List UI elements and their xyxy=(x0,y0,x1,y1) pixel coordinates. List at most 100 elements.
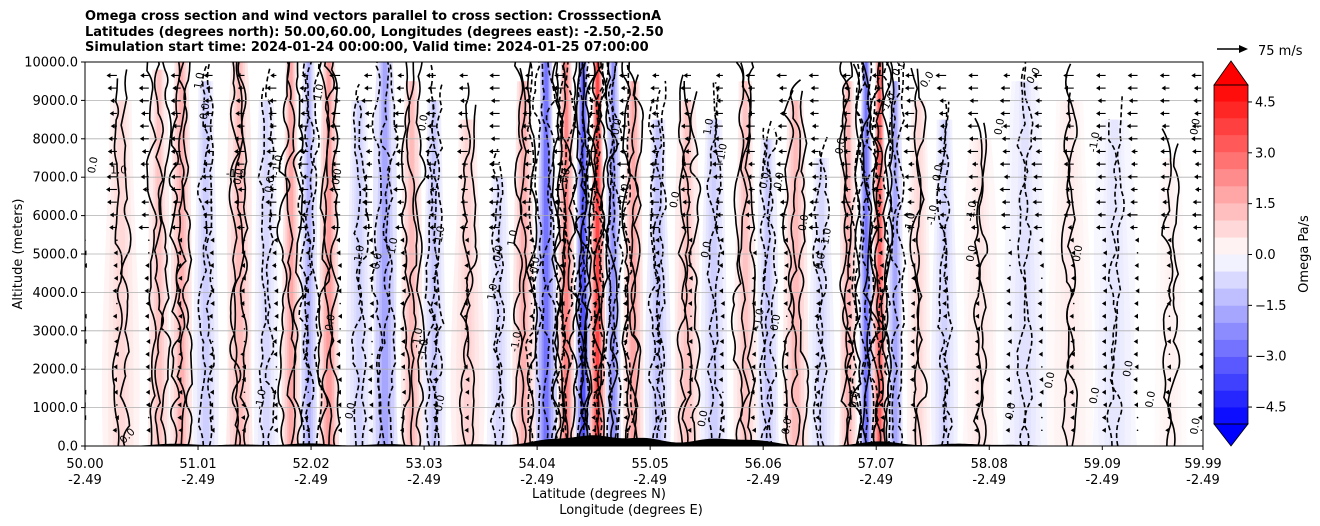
contour-line xyxy=(554,62,567,446)
wind-vector-head xyxy=(554,212,559,218)
wind-vector-head xyxy=(555,123,560,129)
wind-vector-head xyxy=(456,148,461,154)
contour-line xyxy=(518,68,528,446)
wind-vector-head xyxy=(210,237,215,243)
wind-vector-head xyxy=(878,237,883,243)
contour-label: 1.0 xyxy=(312,83,327,102)
terrain-profile xyxy=(85,435,1203,446)
wind-vector-head xyxy=(107,85,112,91)
wind-vector-head xyxy=(144,288,149,294)
wind-vector-head xyxy=(649,212,654,218)
wind-vector-head xyxy=(651,110,656,116)
wind-vector-head xyxy=(146,427,151,433)
wind-vector-head xyxy=(369,402,374,408)
wind-vector-head xyxy=(1166,263,1171,269)
wind-vector-head xyxy=(842,72,847,78)
wind-vector-head xyxy=(1166,339,1171,345)
wind-vector-head xyxy=(273,301,278,307)
contour-line xyxy=(175,62,187,446)
wind-vector-head xyxy=(393,123,398,129)
wind-vector-head xyxy=(713,123,718,129)
contour-label: 0.0 xyxy=(696,409,711,428)
wind-vector-head xyxy=(876,98,881,104)
wind-vector-head xyxy=(433,364,438,370)
wind-vector-head xyxy=(1037,402,1042,408)
omega-band xyxy=(431,100,437,446)
wind-vector-head xyxy=(177,288,182,294)
wind-vector-head xyxy=(362,199,367,205)
title-line-3: Simulation start time: 2024-01-24 00:00:… xyxy=(85,40,649,55)
contour-line xyxy=(351,93,363,446)
wind-vector-head xyxy=(1031,161,1036,167)
wind-vector-head xyxy=(1192,148,1197,154)
wind-vector-head xyxy=(1194,110,1199,116)
wind-vector-head xyxy=(584,199,589,205)
wind-vector-head xyxy=(465,250,470,256)
wind-vector-head xyxy=(879,313,884,319)
wind-vector-head xyxy=(967,148,972,154)
contour-label: -1.0 xyxy=(416,338,431,360)
contour-line xyxy=(580,62,592,446)
wind-vector-head xyxy=(1063,212,1068,218)
wind-vector-head xyxy=(782,427,787,433)
wind-vector-head xyxy=(935,72,940,78)
wind-vector-head xyxy=(654,313,659,319)
wind-vector-head xyxy=(720,427,725,433)
wind-vector-head xyxy=(426,199,431,205)
wind-vector-head xyxy=(619,136,624,142)
wind-vector xyxy=(403,315,405,318)
wind-vector-head xyxy=(616,199,621,205)
wind-vector-head xyxy=(1159,98,1164,104)
wind-vector-head xyxy=(655,250,660,256)
wind-vector-head xyxy=(656,263,661,269)
wind-vector-head xyxy=(847,351,852,357)
wind-vector-head xyxy=(522,110,527,116)
wind-vector xyxy=(211,340,214,343)
wind-vector-head xyxy=(847,313,852,319)
wind-vector-head xyxy=(1128,136,1133,142)
wind-vector-head xyxy=(114,339,119,345)
contour-label: -1.0 xyxy=(903,212,918,234)
wind-vector-head xyxy=(113,263,118,269)
wind-vector-head xyxy=(433,427,438,433)
wind-vector-head xyxy=(619,98,624,104)
wind-vector-head xyxy=(684,110,689,116)
wind-vector-head xyxy=(1134,364,1139,370)
contour-line xyxy=(766,128,778,446)
wind-vector xyxy=(913,416,916,419)
wind-vector-head xyxy=(301,199,306,205)
wind-vector-head xyxy=(879,402,884,408)
wind-vector-head xyxy=(680,186,685,192)
wind-vector-head xyxy=(1162,161,1167,167)
wind-vector-head xyxy=(815,237,820,243)
wind-vector-head xyxy=(778,98,783,104)
contour-line xyxy=(882,62,894,446)
wind-vector-head xyxy=(463,313,468,319)
wind-vector-head xyxy=(1007,415,1012,421)
wind-vector-head xyxy=(875,212,880,218)
wind-vector-head xyxy=(363,212,368,218)
wind-vector-head xyxy=(745,148,750,154)
wind-vector-head xyxy=(1096,72,1101,78)
wind-vector-head xyxy=(178,313,183,319)
wind-vector-head xyxy=(464,275,469,281)
wind-vector-head xyxy=(942,301,947,307)
wind-vector-head xyxy=(85,250,87,256)
wind-vector-head xyxy=(272,250,277,256)
wind-vector-head xyxy=(172,123,177,129)
contour-line xyxy=(798,90,810,446)
wind-vector-head xyxy=(1165,427,1170,433)
wind-vector-head xyxy=(298,186,303,192)
contour-label: 1.0 xyxy=(617,183,632,202)
wind-vector xyxy=(275,366,278,368)
wind-vector-head xyxy=(1166,301,1171,307)
wind-vector-head xyxy=(591,275,596,281)
wind-vector-head xyxy=(873,110,878,116)
contour-label: -1.0 xyxy=(226,168,247,180)
wind-vector-head xyxy=(554,186,559,192)
wind-vector-head xyxy=(273,237,278,243)
wind-vector-head xyxy=(1165,389,1170,395)
wind-vector xyxy=(530,252,533,254)
wind-vector-head xyxy=(241,377,246,383)
wind-vector-head xyxy=(1134,326,1139,332)
